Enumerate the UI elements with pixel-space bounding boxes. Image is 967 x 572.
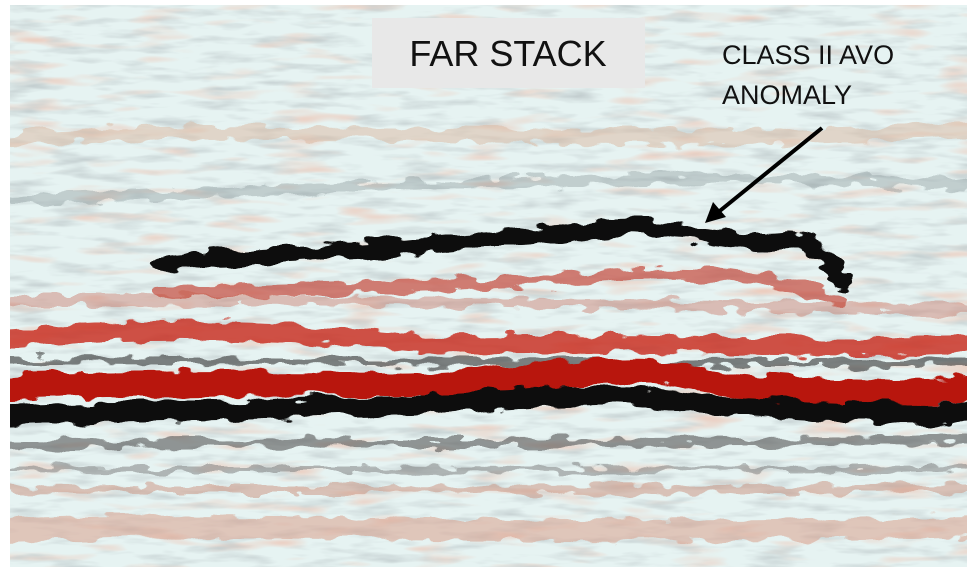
annotation-line: ANOMALY [722,80,852,110]
annotation-line: CLASS II AVO [722,40,894,70]
seismic-figure: FAR STACK CLASS II AVO ANOMALY [0,0,967,572]
label-text: FAR STACK [409,33,606,74]
